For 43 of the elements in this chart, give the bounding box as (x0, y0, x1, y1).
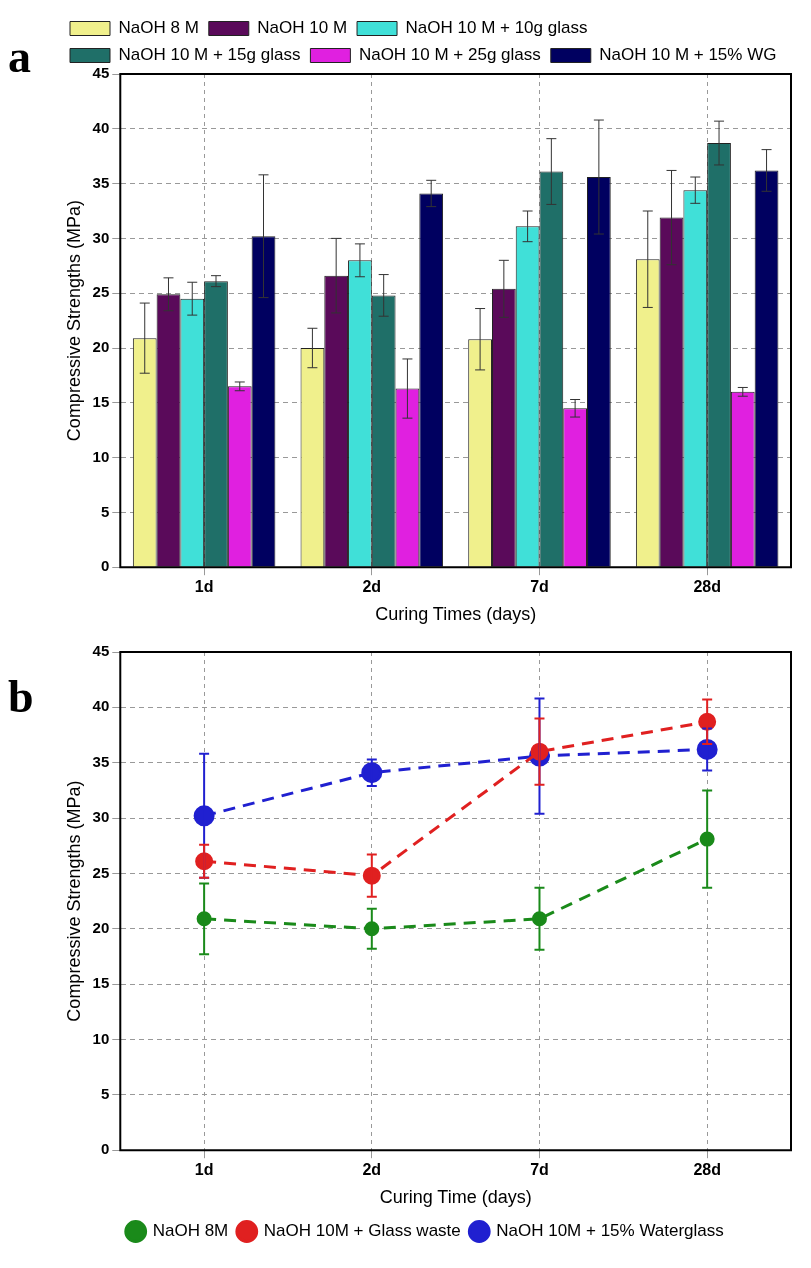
y-tick-label: 45 (92, 64, 110, 82)
y-tick-label: 0 (100, 557, 110, 575)
x-tick-label: 2d (362, 1161, 382, 1179)
legend-label: NaOH 8M (152, 1221, 229, 1241)
legend-label: NaOH 10 M + 10g glass (405, 18, 588, 38)
legend-label: NaOH 10 M + 15% WG (599, 45, 777, 65)
y-tick-label: 25 (92, 283, 110, 301)
y-tick-label: 10 (92, 1029, 110, 1047)
y-tick-label: 35 (92, 752, 110, 770)
legend-label: NaOH 8 M (118, 18, 199, 38)
x-tick-label: 1d (194, 1161, 214, 1179)
y-tick-label: 30 (92, 228, 110, 246)
legend-label: NaOH 10 M + 25g glass (358, 45, 541, 65)
x-tick-label: 7d (530, 578, 549, 596)
text: b (8, 670, 34, 723)
text: a (8, 30, 31, 83)
y-tick-label: 5 (100, 1084, 110, 1102)
x-tick-label: 1d (194, 578, 214, 596)
y-tick-label: 5 (100, 502, 110, 520)
y-tick-label: 40 (92, 118, 110, 136)
y-tick-label: 40 (92, 697, 110, 715)
x-axis-title: Curing Times (days) (375, 604, 537, 625)
y-tick-label: 15 (92, 392, 110, 410)
y-tick-label: 15 (92, 974, 110, 992)
legend-label: NaOH 10M + 15% Waterglass (496, 1221, 724, 1241)
x-tick-label: 28d (693, 578, 721, 596)
x-tick-label: 28d (693, 1161, 721, 1179)
x-tick-label: 7d (530, 1161, 549, 1179)
y-tick-label: 30 (92, 808, 110, 826)
x-axis-title: Curing Time (days) (379, 1187, 532, 1208)
y-tick-label: 35 (92, 173, 110, 191)
y-axis-title: Compressive Strengths (MPa) (63, 200, 84, 442)
legend-label: NaOH 10 M + 15g glass (118, 45, 301, 65)
y-tick-label: 10 (92, 447, 110, 465)
legend-label: NaOH 10 M (257, 18, 348, 38)
y-tick-label: 45 (92, 642, 110, 660)
y-tick-label: 25 (92, 863, 110, 881)
legend-label: NaOH 10M + Glass waste (263, 1221, 461, 1241)
y-tick-label: 0 (100, 1140, 110, 1158)
x-tick-label: 2d (362, 578, 382, 596)
y-axis-title: Compressive Strengths (MPa) (63, 780, 84, 1022)
y-tick-label: 20 (92, 918, 110, 936)
y-tick-label: 20 (92, 338, 110, 356)
